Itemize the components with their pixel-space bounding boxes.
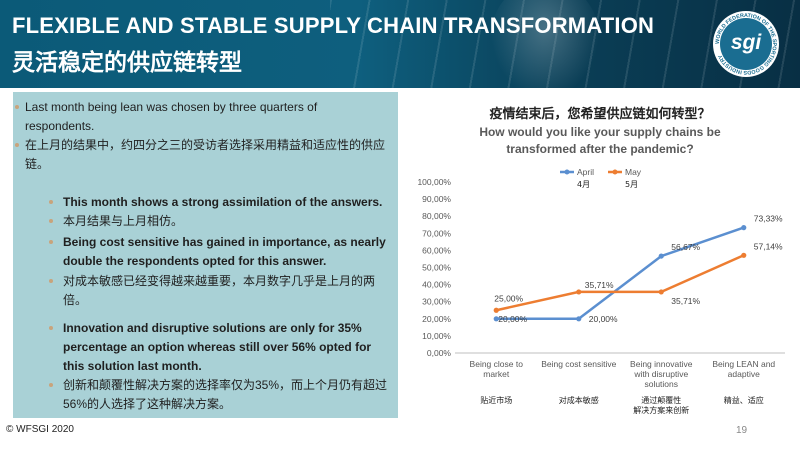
bullet-dot bbox=[49, 326, 53, 330]
data-label: 20,00% bbox=[589, 314, 618, 324]
wfsgi-logo: WORLD FEDERATION OF THE SPORTING GOODS I… bbox=[713, 11, 779, 77]
y-tick-label: 50,00% bbox=[422, 263, 451, 273]
bullet-dot bbox=[49, 200, 53, 204]
bullet-item: This month shows a strong assimilation o… bbox=[49, 193, 388, 212]
bullet-text: 对成本敏感已经变得越来越重要，本月数字几乎是上月的两倍。 bbox=[63, 274, 376, 307]
bullet-dot bbox=[15, 143, 19, 147]
bullet-item: 对成本敏感已经变得越来越重要，本月数字几乎是上月的两倍。 bbox=[49, 272, 388, 310]
data-label: 35,71% bbox=[585, 280, 614, 290]
y-tick-label: 0,00% bbox=[427, 348, 452, 358]
bullet-dot bbox=[49, 279, 53, 283]
copyright-text: © WFSGI 2020 bbox=[6, 424, 74, 435]
y-tick-label: 60,00% bbox=[422, 245, 451, 255]
bullet-item: 创新和颠覆性解决方案的选择率仅为35%，而上个月仍有超过56%的人选择了这种解决… bbox=[49, 376, 388, 414]
data-point bbox=[493, 316, 499, 322]
bullet-dot bbox=[15, 105, 19, 109]
bullet-text: 本月结果与上月相仿。 bbox=[63, 214, 184, 228]
y-tick-label: 80,00% bbox=[422, 211, 451, 221]
bullet-text: 在上月的结果中，约四分之三的受访者选择采用精益和适应性的供应链。 bbox=[25, 138, 386, 171]
x-tick-label-cn: 贴近市场 bbox=[480, 395, 512, 405]
legend-marker bbox=[612, 169, 618, 175]
data-label: 20,00% bbox=[498, 314, 527, 324]
bullet-text: 创新和颠覆性解决方案的选择率仅为35%，而上个月仍有超过56%的人选择了这种解决… bbox=[63, 378, 388, 411]
x-tick-label: adaptive bbox=[728, 369, 760, 379]
data-point bbox=[658, 289, 664, 295]
data-label: 57,14% bbox=[754, 241, 783, 251]
bullet-item: Last month being lean was chosen by thre… bbox=[15, 98, 387, 136]
y-tick-label: 10,00% bbox=[422, 331, 451, 341]
legend-marker bbox=[564, 169, 570, 175]
bullet-dot bbox=[49, 240, 53, 244]
bullet-item: 在上月的结果中，约四分之三的受访者选择采用精益和适应性的供应链。 bbox=[15, 136, 387, 174]
slide-header: FLEXIBLE AND STABLE SUPPLY CHAIN TRANSFO… bbox=[0, 0, 800, 88]
x-tick-label-cn: 对成本敏感 bbox=[559, 395, 599, 405]
y-tick-label: 40,00% bbox=[422, 280, 451, 290]
y-tick-label: 20,00% bbox=[422, 314, 451, 324]
x-tick-label: Being innovative bbox=[630, 359, 693, 369]
bullet-text: This month shows a strong assimilation o… bbox=[63, 195, 383, 209]
data-label: 73,33% bbox=[754, 214, 783, 224]
series-line-april bbox=[496, 226, 745, 321]
logo-circle bbox=[720, 18, 772, 70]
x-tick-label: Being LEAN and bbox=[712, 359, 775, 369]
line-chart: 0,00% 10,00% 20,00% 30,00% 40,00% 50,00% 60,00… bbox=[417, 167, 785, 415]
bullet-item: 本月结果与上月相仿。 bbox=[49, 212, 388, 231]
legend-label: May bbox=[625, 167, 642, 177]
summary-panel: Last month being lean was chosen by thre… bbox=[13, 92, 398, 418]
x-tick-label-cn: 通过颠覆性 bbox=[641, 395, 681, 405]
data-label: 25,00% bbox=[494, 293, 523, 303]
series-line-may bbox=[495, 254, 745, 312]
data-point bbox=[741, 252, 747, 258]
y-tick-label: 100,00% bbox=[417, 177, 451, 187]
bullet-dot bbox=[49, 219, 53, 223]
bullet-dot bbox=[49, 383, 53, 387]
y-tick-label: 30,00% bbox=[422, 297, 451, 307]
data-point bbox=[576, 316, 582, 322]
chart-subtitle: How would you like your supply chains be… bbox=[479, 125, 721, 156]
bullet-item: Being cost sensitive has gained in impor… bbox=[49, 233, 388, 271]
data-point bbox=[658, 253, 664, 259]
legend-label-cn: 5月 bbox=[625, 180, 638, 189]
data-label: 56,67% bbox=[671, 242, 700, 252]
bullet-text: Last month being lean was chosen by thre… bbox=[25, 100, 318, 133]
page-title-english: FLEXIBLE AND STABLE SUPPLY CHAIN TRANSFO… bbox=[12, 13, 655, 38]
bullet-text: Being cost sensitive has gained in impor… bbox=[63, 235, 386, 268]
legend-label: April bbox=[577, 167, 594, 177]
x-tick-label: Being cost sensitive bbox=[541, 359, 616, 369]
y-tick-label: 70,00% bbox=[422, 228, 451, 238]
y-tick-label: 90,00% bbox=[422, 194, 451, 204]
x-tick-label: Being close to bbox=[470, 359, 524, 369]
x-tick-label-cn: 解决方案来创新 bbox=[633, 405, 689, 415]
header-runner-image bbox=[490, 0, 600, 88]
data-point bbox=[493, 307, 499, 313]
data-point bbox=[741, 225, 747, 231]
logo-mark: sgi bbox=[730, 31, 762, 54]
x-tick-label: solutions bbox=[644, 379, 678, 389]
data-label: 35,71% bbox=[671, 296, 700, 306]
x-tick-label: market bbox=[483, 369, 510, 379]
x-tick-label: with disruptive bbox=[633, 369, 688, 379]
page-number: 19 bbox=[736, 425, 748, 436]
data-point bbox=[576, 289, 582, 295]
chart-title: 疫情结束后，您希望供应链如何转型？ bbox=[489, 107, 711, 122]
bullet-text: Innovation and disruptive solutions are … bbox=[63, 321, 372, 373]
bullet-item: Innovation and disruptive solutions are … bbox=[49, 319, 388, 376]
x-tick-label-cn: 精益、适应 bbox=[724, 395, 764, 405]
legend-label-cn: 4月 bbox=[577, 180, 590, 189]
page-title-chinese: 灵活稳定的供应链转型 bbox=[12, 50, 242, 76]
